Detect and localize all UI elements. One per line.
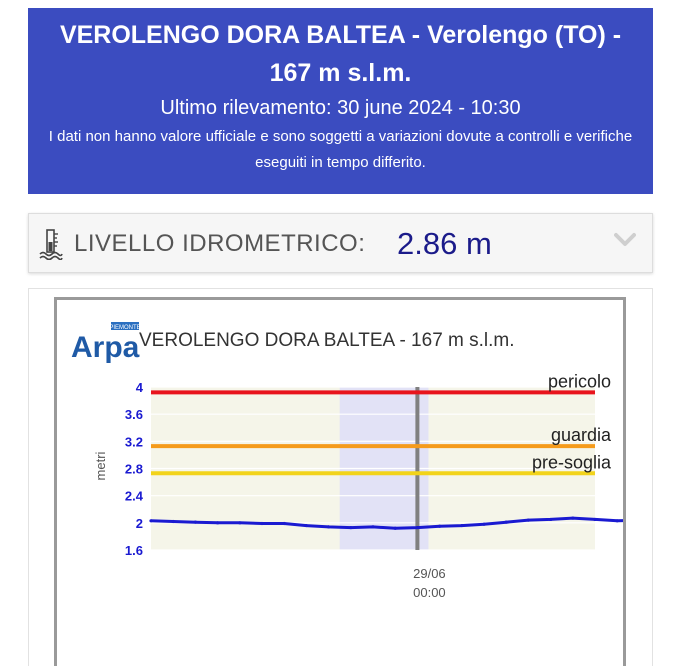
disclaimer-note: I dati non hanno valore ufficiale e sono… [48, 128, 633, 171]
level-point [438, 524, 442, 528]
x-tick-date: 29/06 [413, 566, 446, 581]
threshold-label-pericolo: pericolo [548, 371, 611, 391]
level-point [571, 516, 575, 520]
logo-subtext: PIEMONTE [109, 325, 140, 331]
level-panel[interactable]: LIVELLO IDROMETRICO: 2.86 m [28, 213, 653, 273]
level-point [304, 523, 308, 528]
chevron-down-icon[interactable] [614, 232, 636, 248]
level-point [460, 523, 464, 528]
level-point [526, 518, 530, 522]
x-tick-time: 00:00 [413, 585, 446, 600]
last-reading-value: 30 june 2024 - 10:30 [337, 97, 521, 119]
level-chart: Arpa PIEMONTE VEROLENGO DORA BALTEA - 16… [71, 322, 680, 600]
y-axis-label: metri [93, 451, 108, 480]
chart-frame: Arpa PIEMONTE VEROLENGO DORA BALTEA - 16… [54, 297, 680, 666]
level-point [549, 517, 553, 522]
level-point [593, 517, 597, 522]
y-tick-label: 2.8 [125, 462, 143, 477]
station-title: VEROLENGO DORA BALTEA - Verolengo (TO) -… [59, 21, 622, 87]
level-label: LIVELLO IDROMETRICO: [74, 230, 366, 257]
level-point [171, 519, 175, 524]
y-tick-label: 2 [136, 516, 143, 531]
level-point [371, 525, 375, 529]
level-point [216, 521, 220, 525]
level-point [415, 525, 419, 530]
level-point [615, 519, 619, 523]
hydrometer-icon [39, 229, 63, 260]
last-reading-separator: : [325, 97, 332, 119]
y-tick-label: 3.2 [125, 434, 143, 449]
level-point [393, 526, 397, 530]
level-point [238, 521, 242, 525]
level-point [349, 525, 353, 530]
station-header: VEROLENGO DORA BALTEA - Verolengo (TO) -… [28, 8, 653, 194]
y-tick-label: 4 [136, 380, 144, 395]
threshold-label-pre-soglia: pre-soglia [532, 452, 612, 472]
logo-banner [111, 322, 139, 330]
last-reading-label: Ultimo rilevamento [160, 97, 326, 119]
chart-title: VEROLENGO DORA BALTEA - 167 m s.l.m. [139, 330, 515, 351]
last-reading: Ultimo rilevamento: 30 june 2024 - 10:30 [28, 94, 653, 122]
arpa-logo: Arpa PIEMONTE [71, 322, 141, 364]
level-point [193, 520, 197, 524]
level-point [482, 522, 486, 526]
level-point [327, 525, 331, 529]
threshold-label-guardia: guardia [551, 425, 612, 445]
logo-text: Arpa [71, 331, 140, 364]
level-point [504, 520, 508, 524]
chart-card [28, 288, 653, 666]
plot-area: 43.63.22.82.421.629/0600:0030/0600:00per… [125, 371, 680, 600]
level-point [260, 521, 264, 526]
y-tick-label: 2.4 [125, 489, 144, 504]
y-tick-label: 3.6 [125, 407, 143, 422]
level-value: 2.86 m [397, 226, 492, 261]
y-tick-label: 1.6 [125, 543, 143, 558]
level-point [149, 519, 153, 523]
level-point [282, 521, 286, 526]
